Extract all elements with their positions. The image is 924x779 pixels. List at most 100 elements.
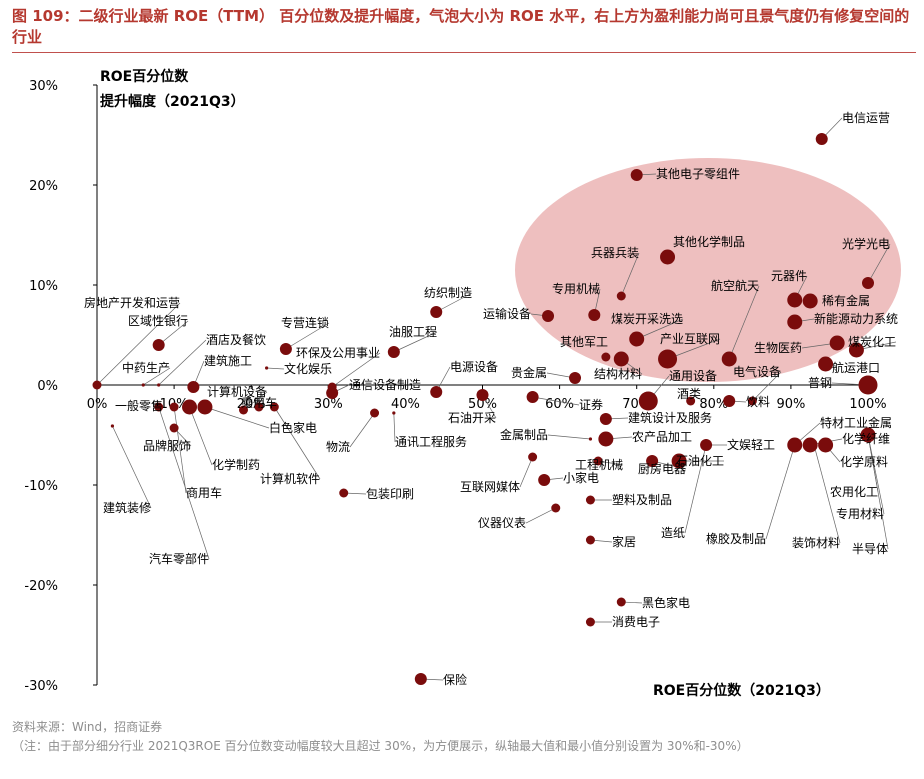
bubble bbox=[660, 249, 676, 265]
bubble bbox=[370, 408, 380, 418]
point-label: 计算机设备 bbox=[207, 384, 267, 399]
bubble bbox=[157, 405, 161, 409]
label-leader bbox=[204, 406, 270, 429]
bubble bbox=[585, 495, 595, 505]
point-label: 化学制药 bbox=[212, 457, 260, 472]
point-label: 光学光电 bbox=[842, 236, 890, 251]
y-tick-label: 30% bbox=[29, 79, 58, 94]
point-label: 通用设备 bbox=[669, 369, 717, 383]
bubble bbox=[671, 453, 687, 469]
label-leader bbox=[519, 456, 533, 488]
label-leader bbox=[752, 371, 782, 402]
bubble bbox=[588, 309, 601, 321]
point-label: 厨房电器 bbox=[638, 461, 686, 476]
bubble bbox=[92, 380, 102, 390]
point-label: 区域性银行 bbox=[128, 314, 188, 328]
point-label: 房地产开发和运营 bbox=[84, 295, 180, 310]
point-label: 互联网媒体 bbox=[460, 480, 520, 494]
point-label: 电源设备 bbox=[450, 360, 498, 374]
point-label: 仪器仪表 bbox=[478, 516, 526, 530]
point-label: 保险 bbox=[443, 672, 467, 687]
bubble bbox=[182, 399, 198, 415]
label-leader bbox=[173, 406, 187, 494]
point-label: 品牌服饰 bbox=[143, 439, 191, 453]
label-leader bbox=[274, 406, 321, 480]
point-label: 化学纤维 bbox=[842, 431, 890, 446]
point-label: 黑色家电 bbox=[642, 595, 690, 610]
bubble bbox=[815, 133, 828, 145]
bubble bbox=[723, 395, 736, 407]
bubble bbox=[802, 293, 818, 309]
x-tick-label: 50% bbox=[468, 397, 497, 412]
x-tick-label: 30% bbox=[314, 397, 343, 412]
bubble bbox=[238, 405, 248, 415]
point-label: 塑料及制品 bbox=[612, 492, 672, 507]
bubble bbox=[721, 351, 737, 367]
x-tick-label: 100% bbox=[849, 397, 886, 412]
y-tick-label: 20% bbox=[29, 179, 58, 194]
point-label: 农产品加工 bbox=[632, 430, 692, 444]
footnote: （注：由于部分细分行业 2021Q3ROE 百分位数变动幅度较大且超过 30%，… bbox=[12, 739, 749, 753]
point-label: 元器件 bbox=[771, 269, 807, 283]
point-label: 建筑设计及服务 bbox=[628, 410, 712, 425]
bubble bbox=[187, 381, 200, 393]
x-tick-label: 90% bbox=[776, 397, 805, 412]
label-leader bbox=[96, 302, 181, 386]
point-label: 专用机械 bbox=[552, 281, 600, 296]
bubble bbox=[818, 437, 834, 453]
point-label: 兵器兵装 bbox=[591, 246, 639, 260]
chart-title: 图 109：二级行业最新 ROE（TTM） 百分位数及提升幅度，气泡大小为 RO… bbox=[12, 7, 910, 46]
point-label: 产业互联网 bbox=[660, 332, 720, 346]
point-label: 物流 bbox=[326, 440, 350, 454]
point-label: 航运港口 bbox=[832, 360, 880, 375]
point-label: 特材工业金属 bbox=[820, 415, 892, 430]
label-leader bbox=[525, 507, 556, 524]
label-leader bbox=[158, 406, 210, 560]
point-label: 文娱轻工 bbox=[727, 437, 775, 452]
point-label: 一般零售 bbox=[115, 398, 163, 413]
point-label: 电气设备 bbox=[733, 364, 781, 379]
point-label: 造纸 bbox=[661, 526, 685, 540]
label-leader bbox=[532, 396, 580, 406]
bubble bbox=[476, 389, 489, 401]
label-leader bbox=[547, 434, 591, 440]
label-leader bbox=[393, 412, 396, 443]
label-leader bbox=[331, 352, 381, 388]
label-leader bbox=[436, 292, 473, 313]
bubble bbox=[551, 503, 561, 513]
bubble bbox=[747, 396, 757, 406]
x-tick-label: 0% bbox=[87, 397, 108, 412]
point-label: 其他电子零组件 bbox=[656, 167, 740, 181]
point-label: 运输设备 bbox=[483, 306, 531, 321]
y-tick-label: 10% bbox=[29, 279, 58, 294]
point-label: 油服工程 bbox=[389, 324, 437, 339]
point-label: 环保及公用事业 bbox=[296, 346, 380, 360]
point-label: 文化娱乐 bbox=[284, 361, 332, 376]
point-label: 饮料 bbox=[746, 395, 770, 409]
bubble bbox=[430, 386, 443, 398]
point-label: 证券 bbox=[579, 397, 603, 412]
bubble bbox=[646, 455, 659, 467]
bubble bbox=[616, 291, 626, 301]
point-label: 橡胶及制品 bbox=[706, 531, 766, 546]
bubble bbox=[787, 314, 803, 330]
bubble bbox=[818, 356, 834, 372]
bubble bbox=[829, 335, 845, 351]
label-leader bbox=[393, 331, 438, 353]
point-label: 贵金属 bbox=[511, 365, 547, 380]
x-tick-label: 80% bbox=[699, 397, 728, 412]
bubble bbox=[528, 452, 538, 462]
point-label: 纺织制造 bbox=[424, 286, 472, 300]
point-label: 煤炭开采洗选 bbox=[611, 312, 683, 326]
bubble bbox=[613, 351, 629, 367]
point-label: 化学原料 bbox=[840, 454, 888, 469]
bubble bbox=[686, 396, 696, 406]
label-leader bbox=[620, 252, 640, 297]
label-leader bbox=[813, 444, 841, 544]
bubble bbox=[599, 413, 612, 425]
y-tick-label: 0% bbox=[37, 379, 58, 394]
point-label: 酒店及餐饮 bbox=[206, 332, 266, 347]
bubble bbox=[802, 437, 818, 453]
point-label: 家居 bbox=[612, 534, 636, 549]
bubble bbox=[858, 375, 878, 395]
